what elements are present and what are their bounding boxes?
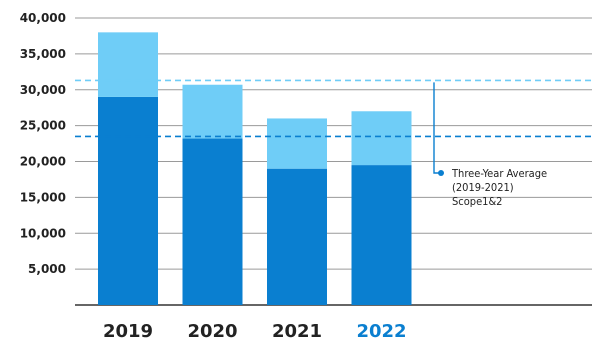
x-tick-label-2020: 2020 bbox=[187, 321, 237, 342]
annotation-marker bbox=[438, 170, 444, 176]
annotation-label-line-1: Three-Year Average bbox=[451, 167, 547, 180]
annotation-bracket bbox=[433, 82, 441, 174]
x-tick-label-2022: 2022 bbox=[356, 321, 406, 342]
bar-segment-2021-2 bbox=[267, 118, 327, 169]
gridlines bbox=[75, 17, 592, 306]
bar-segment-2020-1 bbox=[182, 138, 243, 305]
bar-segment-2021-1 bbox=[267, 168, 327, 305]
y-tick-label: 40,000 bbox=[20, 11, 66, 25]
x-axis: 2019 2020 2021 2022 bbox=[103, 321, 407, 342]
annotation-label-line-3: Scope1&2 bbox=[452, 195, 502, 208]
y-tick-label: 5,000 bbox=[28, 262, 66, 276]
bar-segment-2020-2 bbox=[182, 84, 243, 139]
y-tick-label: 20,000 bbox=[20, 155, 66, 169]
reference-lines bbox=[75, 79, 592, 138]
bar-segment-2022-2 bbox=[351, 111, 412, 166]
annotation-label-line-2: (2019-2021) bbox=[452, 181, 514, 194]
bar-segment-2019-2 bbox=[98, 32, 158, 97]
bar-segment-2019-1 bbox=[98, 96, 158, 305]
y-axis: 5,000 10,000 15,000 20,000 25,000 30,000 35,00… bbox=[20, 11, 66, 276]
three-year-average-annotation: Three-Year Average (2019-2021) Scope1&2 bbox=[433, 82, 547, 208]
bars bbox=[98, 32, 412, 305]
y-tick-label: 35,000 bbox=[20, 47, 66, 61]
y-tick-label: 30,000 bbox=[20, 83, 66, 97]
x-tick-label-2021: 2021 bbox=[272, 321, 322, 342]
x-tick-label-2019: 2019 bbox=[103, 321, 153, 342]
y-tick-label: 15,000 bbox=[20, 190, 66, 204]
bar-segment-2022-1 bbox=[351, 165, 412, 305]
y-tick-label: 25,000 bbox=[20, 119, 66, 133]
y-tick-label: 10,000 bbox=[20, 226, 66, 240]
